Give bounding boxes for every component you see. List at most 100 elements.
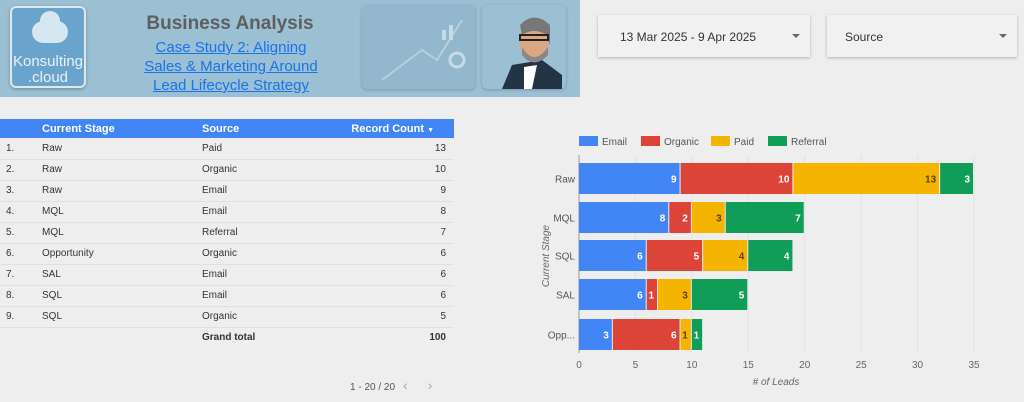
bar-organic[interactable]	[669, 202, 691, 233]
stage-cell: Raw	[42, 138, 202, 160]
growth-chart-icon	[381, 19, 466, 81]
legend-swatch	[579, 136, 598, 146]
table-row[interactable]: 3. Raw Email 9	[0, 180, 454, 202]
stage-cell: MQL	[42, 222, 202, 244]
date-range-picker[interactable]: 13 Mar 2025 - 9 Apr 2025	[598, 15, 810, 57]
legend-swatch	[641, 136, 660, 146]
link-line[interactable]: Sales & Marketing Around	[144, 58, 318, 75]
data-label: 1	[694, 331, 700, 342]
count-cell: 6	[288, 243, 454, 265]
data-label: 6	[637, 291, 643, 302]
source-cell: Email	[202, 180, 289, 202]
x-tick-label: 5	[633, 360, 639, 371]
bar-paid[interactable]	[703, 240, 748, 271]
bar-paid[interactable]	[691, 202, 725, 233]
table-row[interactable]: 1. Raw Paid 13	[0, 138, 454, 160]
source-filter[interactable]: Source	[827, 15, 1017, 57]
data-label: 3	[682, 291, 688, 302]
source-cell: Organic	[202, 159, 289, 181]
dropdown-arrow-icon	[792, 34, 800, 38]
bar-referral[interactable]	[691, 279, 748, 310]
next-page-button[interactable]: ›	[427, 377, 433, 393]
source-cell: Paid	[202, 138, 289, 160]
count-cell: 9	[288, 180, 454, 202]
grand-total-row: Grand total 100	[0, 327, 454, 348]
legend-item-organic[interactable]: Organic	[664, 137, 699, 148]
row-index: 5.	[0, 222, 42, 244]
logo-text: Konsulting .cloud	[12, 53, 84, 86]
x-tick-label: 20	[799, 360, 811, 371]
x-tick-label: 0	[576, 360, 582, 371]
bar-referral[interactable]	[725, 202, 804, 233]
x-tick-label: 25	[856, 360, 868, 371]
case-study-link[interactable]: Case Study 2: Aligning Sales & Marketing …	[126, 38, 336, 95]
analytics-image	[362, 5, 475, 89]
row-index: 1.	[0, 138, 42, 160]
bar-organic[interactable]	[646, 279, 657, 310]
count-cell: 6	[288, 285, 454, 307]
data-label: 7	[795, 214, 801, 225]
count-cell: 5	[288, 306, 454, 328]
y-tick-label: SQL	[555, 252, 575, 263]
bar-email[interactable]	[579, 319, 612, 350]
bar-organic[interactable]	[612, 319, 680, 350]
table-row[interactable]: 6. Opportunity Organic 6	[0, 243, 454, 265]
table-row[interactable]: 2. Raw Organic 10	[0, 159, 454, 181]
legend-item-referral[interactable]: Referral	[791, 137, 827, 148]
y-tick-label: MQL	[553, 214, 575, 225]
column-header-record-count[interactable]: Record Count ▼	[288, 119, 454, 138]
bar-paid[interactable]	[658, 279, 691, 310]
bar-organic[interactable]	[646, 240, 703, 271]
row-index: 4.	[0, 201, 42, 223]
bar-paid[interactable]	[680, 319, 691, 350]
column-header-source[interactable]: Source	[202, 119, 289, 138]
bar-referral[interactable]	[748, 240, 793, 271]
bar-email[interactable]	[579, 163, 680, 194]
data-label: 13	[925, 175, 937, 186]
header-banner: Konsulting .cloud Business Analysis Case …	[0, 0, 580, 97]
table-row[interactable]: 7. SAL Email 6	[0, 264, 454, 286]
data-label: 10	[778, 175, 790, 186]
data-label: 3	[964, 175, 970, 186]
x-tick-label: 10	[686, 360, 698, 371]
row-index: 8.	[0, 285, 42, 307]
table-row[interactable]: 8. SQL Email 6	[0, 285, 454, 307]
y-tick-label: Opp...	[548, 331, 575, 342]
link-line[interactable]: Lead Lifecycle Strategy	[153, 77, 309, 94]
source-filter-label: Source	[845, 30, 884, 44]
link-line[interactable]: Case Study 2: Aligning	[155, 39, 307, 56]
data-label: 8	[660, 214, 666, 225]
page-title: Business Analysis	[146, 13, 314, 34]
data-label: 6	[671, 331, 677, 342]
column-header-stage[interactable]: Current Stage	[42, 119, 202, 138]
bar-organic[interactable]	[680, 163, 793, 194]
x-axis-title: # of Leads	[753, 377, 800, 388]
table-row[interactable]: 5. MQL Referral 7	[0, 222, 454, 244]
table-row[interactable]: 9. SQL Organic 5	[0, 306, 454, 328]
prev-page-button[interactable]: ‹	[403, 377, 408, 393]
bar-paid[interactable]	[793, 163, 940, 194]
legend-item-email[interactable]: Email	[602, 137, 627, 148]
x-tick-label: 35	[968, 360, 980, 371]
bar-referral[interactable]	[940, 163, 973, 194]
bar-email[interactable]	[579, 240, 646, 271]
y-tick-label: Raw	[555, 175, 576, 186]
consultant-avatar	[482, 5, 566, 89]
bar-email[interactable]	[579, 202, 669, 233]
row-index: 6.	[0, 243, 42, 265]
data-label: 5	[739, 291, 745, 302]
pagination: 1 - 20 / 20 ‹ ›	[350, 377, 432, 393]
row-index: 7.	[0, 264, 42, 286]
data-label: 2	[682, 214, 688, 225]
row-index: 3.	[0, 180, 42, 202]
bar-email[interactable]	[579, 279, 646, 310]
stage-cell: MQL	[42, 201, 202, 223]
legend-item-paid[interactable]: Paid	[734, 137, 754, 148]
legend-swatch	[768, 136, 787, 146]
dropdown-arrow-icon	[999, 34, 1007, 38]
konsulting-logo[interactable]: Konsulting .cloud	[10, 6, 86, 88]
bar-referral[interactable]	[691, 319, 703, 350]
legend-swatch	[711, 136, 730, 146]
data-label: 4	[739, 252, 745, 263]
table-row[interactable]: 4. MQL Email 8	[0, 201, 454, 223]
